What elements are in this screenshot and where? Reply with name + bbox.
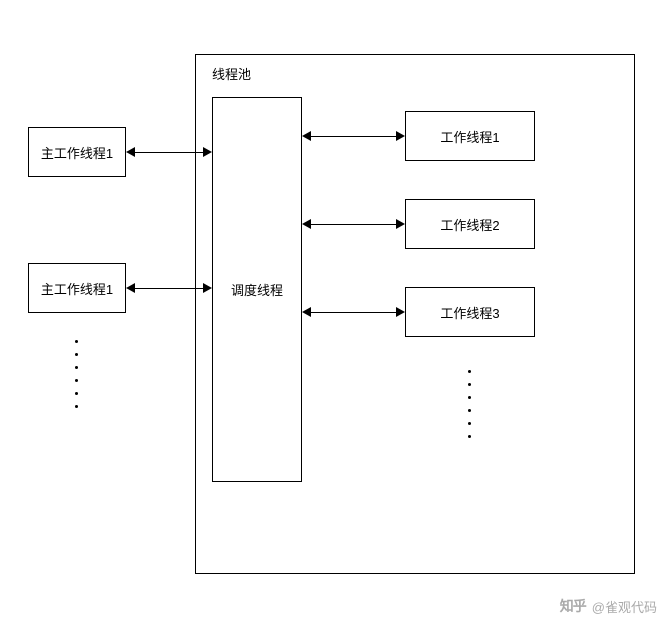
- dot-icon: [468, 409, 471, 412]
- arrow-head-left-icon: [302, 131, 311, 141]
- ellipsis-right: [468, 370, 471, 438]
- node-main-thread-2: 主工作线程1: [28, 263, 126, 313]
- arrow-head-right-icon: [203, 283, 212, 293]
- node-label: 工作线程3: [440, 303, 499, 322]
- arrow-head-right-icon: [203, 147, 212, 157]
- arrow-head-left-icon: [302, 219, 311, 229]
- watermark-text: @雀观代码: [592, 597, 657, 616]
- node-worker-thread-2: 工作线程2: [405, 199, 535, 249]
- dot-icon: [75, 392, 78, 395]
- node-scheduler-thread: 调度线程: [212, 97, 302, 482]
- dot-icon: [468, 422, 471, 425]
- arrow: [135, 288, 203, 289]
- dot-icon: [75, 340, 78, 343]
- dot-icon: [468, 435, 471, 438]
- node-label: 工作线程1: [440, 127, 499, 146]
- arrow: [311, 312, 396, 313]
- dot-icon: [75, 405, 78, 408]
- arrow-head-right-icon: [396, 307, 405, 317]
- arrow-head-right-icon: [396, 219, 405, 229]
- node-label: 工作线程2: [440, 215, 499, 234]
- dot-icon: [75, 379, 78, 382]
- node-worker-thread-3: 工作线程3: [405, 287, 535, 337]
- node-label: 主工作线程1: [41, 143, 113, 162]
- arrow-head-left-icon: [302, 307, 311, 317]
- dot-icon: [468, 383, 471, 386]
- node-label: 主工作线程1: [41, 279, 113, 298]
- arrow-head-left-icon: [126, 283, 135, 293]
- arrow-head-left-icon: [126, 147, 135, 157]
- node-label: 调度线程: [231, 280, 283, 299]
- node-main-thread-1: 主工作线程1: [28, 127, 126, 177]
- dot-icon: [75, 366, 78, 369]
- arrow: [135, 152, 203, 153]
- arrow: [311, 136, 396, 137]
- ellipsis-left: [75, 340, 78, 408]
- node-worker-thread-1: 工作线程1: [405, 111, 535, 161]
- threadpool-label: 线程池: [212, 64, 251, 83]
- dot-icon: [468, 370, 471, 373]
- arrow: [311, 224, 396, 225]
- watermark: 知乎 @雀观代码: [560, 596, 657, 616]
- zhihu-logo-icon: 知乎: [560, 596, 586, 616]
- dot-icon: [468, 396, 471, 399]
- arrow-head-right-icon: [396, 131, 405, 141]
- dot-icon: [75, 353, 78, 356]
